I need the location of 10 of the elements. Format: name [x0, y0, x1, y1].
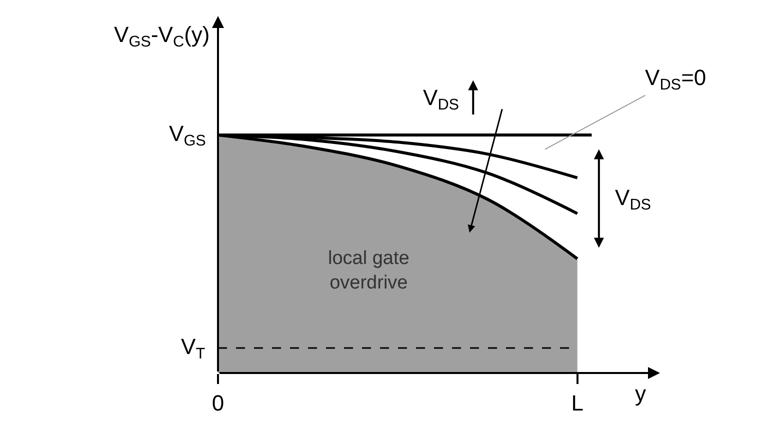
x-tick-label: L: [571, 390, 584, 416]
y-axis-title: V$_{GS}$-V$_{C}$(y): [114, 22, 210, 51]
annotation: local gate overdrive: [328, 248, 410, 294]
ref-line-label: V$_{T}$: [181, 334, 206, 363]
x-tick-label: 0: [212, 390, 224, 416]
text: V$_{DS}$: [423, 85, 460, 114]
text: V$_{DS}$: [615, 185, 652, 214]
x-axis-title: y: [635, 381, 646, 406]
ref-line-label: V$_{GS}$: [169, 121, 206, 150]
text: V$_{DS}$=0: [645, 65, 706, 94]
